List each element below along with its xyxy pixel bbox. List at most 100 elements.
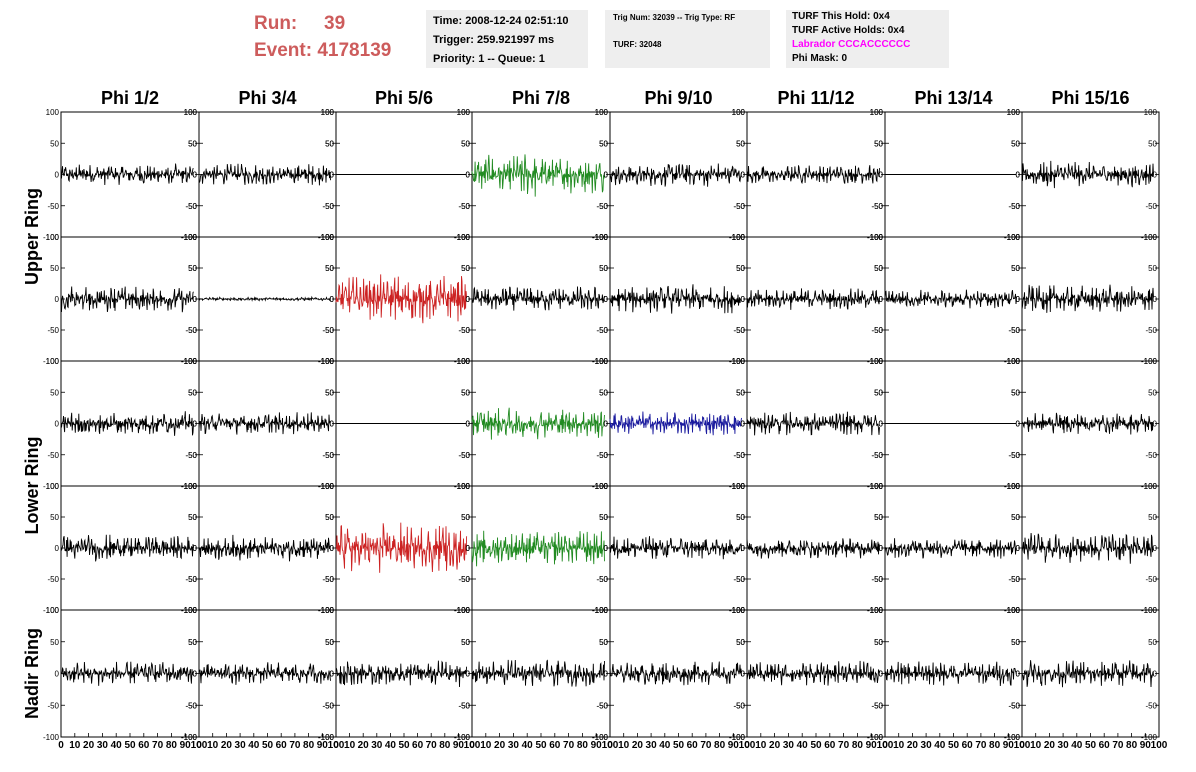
y-tick-label: 100 bbox=[732, 233, 746, 242]
y-tick-label: -100 bbox=[729, 733, 746, 742]
x-tick-label: 30 bbox=[921, 740, 933, 751]
x-tick-label: 40 bbox=[934, 740, 946, 751]
y-tick-label: 0 bbox=[604, 670, 609, 679]
panel-frame bbox=[198, 360, 337, 487]
x-tick-label: 70 bbox=[700, 740, 712, 751]
y-tick-label: -50 bbox=[322, 575, 334, 584]
y-tick-label: 0 bbox=[879, 420, 884, 429]
y-tick-label: 0 bbox=[879, 670, 884, 679]
y-tick-label: -50 bbox=[733, 701, 745, 710]
y-tick-label: 50 bbox=[599, 264, 608, 273]
y-tick-label: -50 bbox=[458, 202, 470, 211]
y-tick-label: 0 bbox=[879, 295, 884, 304]
x-tick-label: 70 bbox=[975, 740, 987, 751]
y-tick-label: 50 bbox=[50, 638, 59, 647]
waveform-trace bbox=[1021, 284, 1154, 313]
waveform-trace bbox=[335, 660, 468, 688]
y-tick-label: 0 bbox=[193, 420, 198, 429]
x-tick-label: 90 bbox=[1003, 740, 1015, 751]
y-tick-label: 100 bbox=[321, 606, 335, 615]
y-tick-label: 0 bbox=[330, 420, 335, 429]
x-tick-label: 30 bbox=[783, 740, 795, 751]
x-tick-label: 40 bbox=[248, 740, 260, 751]
waveform-trace bbox=[609, 284, 742, 314]
y-tick-label: 50 bbox=[736, 638, 745, 647]
column-title: Phi 7/8 bbox=[512, 88, 570, 108]
y-tick-label: 100 bbox=[595, 606, 609, 615]
y-tick-label: 0 bbox=[879, 420, 884, 429]
y-tick-label: -50 bbox=[185, 451, 197, 460]
y-tick-label: 50 bbox=[325, 139, 334, 148]
y-tick-label: 50 bbox=[736, 388, 745, 397]
y-tick-label: -50 bbox=[322, 451, 334, 460]
y-tick-label: 100 bbox=[457, 606, 471, 615]
y-tick-label: 50 bbox=[188, 513, 197, 522]
y-tick-label: -100 bbox=[318, 733, 335, 742]
x-tick-label: 10 bbox=[344, 740, 356, 751]
y-tick-label: 0 bbox=[741, 171, 746, 180]
y-tick-label: -50 bbox=[733, 326, 745, 335]
priority-line: Priority: 1 -- Queue: 1 bbox=[433, 53, 545, 65]
x-tick-label: 80 bbox=[439, 740, 451, 751]
x-tick-label: 20 bbox=[1044, 740, 1056, 751]
y-tick-label: 0 bbox=[193, 670, 198, 679]
x-tick-label: 90 bbox=[728, 740, 740, 751]
y-tick-label: 50 bbox=[461, 513, 470, 522]
y-tick-label: 0 bbox=[879, 295, 884, 304]
x-tick-label: 100 bbox=[602, 740, 619, 751]
y-tick-label: -50 bbox=[733, 575, 745, 584]
waveform-trace bbox=[471, 407, 605, 440]
y-tick-label: 100 bbox=[1144, 606, 1158, 615]
y-tick-label: -50 bbox=[1008, 451, 1020, 460]
y-tick-label: 100 bbox=[732, 606, 746, 615]
y-tick-label: 0 bbox=[741, 670, 746, 679]
waveform-trace bbox=[198, 295, 331, 302]
x-tick-label: 20 bbox=[769, 740, 781, 751]
x-tick-label: 10 bbox=[69, 740, 81, 751]
x-tick-label: 90 bbox=[866, 740, 878, 751]
y-tick-label: 0 bbox=[1016, 171, 1021, 180]
x-tick-label: 10 bbox=[755, 740, 767, 751]
y-tick-label: 50 bbox=[325, 513, 334, 522]
y-tick-label: -100 bbox=[1004, 733, 1021, 742]
y-tick-label: 100 bbox=[870, 233, 884, 242]
x-tick-label: 50 bbox=[262, 740, 274, 751]
waveform-trace bbox=[471, 154, 605, 197]
y-tick-label: -50 bbox=[47, 575, 59, 584]
y-tick-label: 0 bbox=[1153, 420, 1158, 429]
waveform-trace bbox=[609, 411, 742, 436]
waveform-trace bbox=[1021, 160, 1154, 189]
y-tick-label: 100 bbox=[457, 482, 471, 491]
y-tick-label: 100 bbox=[732, 357, 746, 366]
x-tick-label: 70 bbox=[289, 740, 301, 751]
y-tick-label: 100 bbox=[595, 233, 609, 242]
y-tick-label: -50 bbox=[871, 575, 883, 584]
y-tick-label: 0 bbox=[1016, 295, 1021, 304]
y-tick-label: 50 bbox=[874, 264, 883, 273]
x-tick-label: 0 bbox=[1019, 740, 1025, 751]
waveform-trace bbox=[471, 530, 605, 567]
y-tick-label: 100 bbox=[1144, 482, 1158, 491]
y-tick-label: 0 bbox=[1153, 670, 1158, 679]
waveform-trace bbox=[1021, 660, 1154, 688]
y-tick-label: 0 bbox=[466, 670, 471, 679]
y-tick-label: 50 bbox=[874, 388, 883, 397]
waveform-trace bbox=[198, 163, 331, 186]
y-tick-label: 0 bbox=[466, 670, 471, 679]
x-tick-label: 40 bbox=[659, 740, 671, 751]
y-tick-label: 0 bbox=[193, 670, 198, 679]
y-tick-label: 100 bbox=[1144, 357, 1158, 366]
y-tick-label: 0 bbox=[1153, 544, 1158, 553]
y-tick-label: 100 bbox=[184, 357, 198, 366]
x-tick-label: 70 bbox=[426, 740, 438, 751]
waveform-trace bbox=[746, 288, 880, 310]
y-tick-label: 100 bbox=[732, 606, 746, 615]
y-tick-label: -50 bbox=[596, 701, 608, 710]
waveform-trace bbox=[746, 411, 880, 436]
y-tick-label: 0 bbox=[466, 544, 471, 553]
y-tick-label: 100 bbox=[870, 606, 884, 615]
waveform-trace bbox=[609, 536, 742, 560]
y-tick-label: 100 bbox=[46, 482, 60, 491]
y-tick-label: -50 bbox=[185, 701, 197, 710]
